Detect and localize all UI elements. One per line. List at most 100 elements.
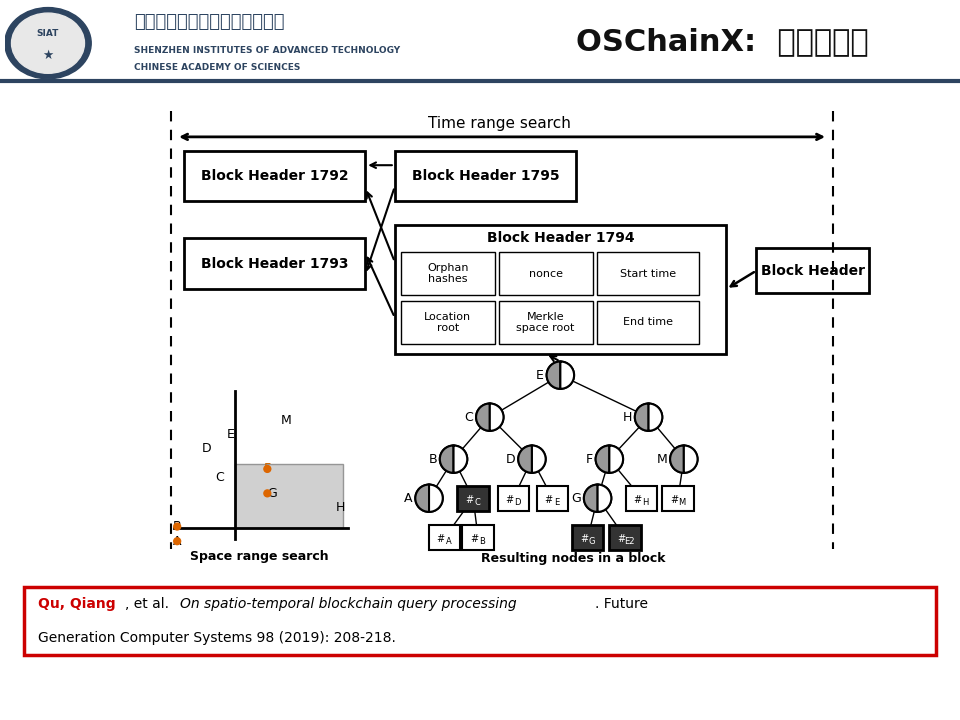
Wedge shape [416,485,429,512]
Text: Space range search: Space range search [190,550,329,563]
Text: SHENZHEN INSTITUTES OF ADVANCED TECHNOLOGY: SHENZHEN INSTITUTES OF ADVANCED TECHNOLO… [134,45,400,55]
Circle shape [174,538,180,544]
FancyBboxPatch shape [235,464,343,528]
Text: Block Header 1793: Block Header 1793 [201,257,348,271]
Text: B: B [479,536,485,546]
Text: On spatio-temporal blockchain query processing: On spatio-temporal blockchain query proc… [180,598,517,611]
FancyBboxPatch shape [497,485,529,511]
Circle shape [584,485,612,512]
FancyBboxPatch shape [572,525,604,550]
Text: Way To Innovation: Way To Innovation [702,683,931,703]
FancyBboxPatch shape [498,252,592,295]
Text: #: # [505,495,514,505]
Text: #: # [617,534,625,544]
Text: C: C [474,498,480,507]
Circle shape [174,523,180,530]
Wedge shape [597,485,612,512]
Circle shape [12,13,84,73]
Text: SIAT: SIAT [36,30,60,38]
Text: G: G [571,492,581,505]
Text: M: M [679,498,685,507]
FancyBboxPatch shape [184,238,366,289]
Wedge shape [440,446,453,473]
Text: H: H [336,502,346,515]
Text: Resulting nodes in a block: Resulting nodes in a block [481,552,665,565]
Text: 中国科学院深圳先进技术研究院: 中国科学院深圳先进技术研究院 [134,12,285,30]
Wedge shape [649,403,662,431]
FancyBboxPatch shape [463,525,493,550]
Text: A: A [404,492,413,505]
Text: Start time: Start time [619,269,676,279]
Text: G: G [588,536,595,546]
Text: E2: E2 [624,536,635,546]
Text: #: # [544,495,553,505]
Wedge shape [610,446,623,473]
Circle shape [264,466,271,472]
Text: Generation Computer Systems 98 (2019): 208-218.: Generation Computer Systems 98 (2019): 2… [37,631,396,644]
FancyBboxPatch shape [429,525,461,550]
Circle shape [264,490,271,497]
Text: Time range search: Time range search [428,116,571,131]
Wedge shape [546,361,561,389]
Wedge shape [670,446,684,473]
Text: B: B [173,520,181,533]
FancyBboxPatch shape [756,248,869,293]
Circle shape [546,361,574,389]
FancyBboxPatch shape [395,225,726,354]
Wedge shape [453,446,468,473]
FancyBboxPatch shape [610,525,640,550]
Text: D: D [506,453,516,466]
FancyBboxPatch shape [596,301,699,344]
Text: #: # [634,495,642,505]
Text: , et al.: , et al. [125,598,174,611]
Wedge shape [532,446,545,473]
Circle shape [595,446,623,473]
Circle shape [518,446,545,473]
FancyBboxPatch shape [395,150,576,202]
Wedge shape [584,485,597,512]
Text: . Future: . Future [595,598,648,611]
Wedge shape [518,446,532,473]
Text: C: C [215,471,224,485]
Wedge shape [595,446,610,473]
Text: Block Header 1795: Block Header 1795 [412,169,560,183]
Text: E: E [228,428,235,441]
FancyBboxPatch shape [458,485,489,511]
Text: F: F [264,462,271,475]
Text: D: D [514,498,520,507]
Text: G: G [268,487,277,500]
Text: M: M [280,413,291,427]
FancyBboxPatch shape [662,485,694,511]
Circle shape [635,403,662,431]
Text: #: # [470,534,478,544]
Circle shape [476,403,503,431]
Circle shape [440,446,468,473]
Text: C: C [465,410,473,423]
FancyBboxPatch shape [24,587,936,655]
Text: H: H [622,410,632,423]
Text: M: M [657,453,667,466]
Text: End time: End time [623,318,673,328]
FancyBboxPatch shape [498,301,592,344]
Text: #: # [437,534,444,544]
Text: Orphan
hashes: Orphan hashes [427,263,468,284]
Text: nonce: nonce [529,269,563,279]
Text: H: H [642,498,649,507]
Text: Location
root: Location root [424,312,471,333]
FancyBboxPatch shape [537,485,568,511]
Text: F: F [586,453,592,466]
Text: Merkle
space root: Merkle space root [516,312,575,333]
Text: #: # [670,495,678,505]
Text: Block Header: Block Header [760,264,865,278]
Text: A: A [173,535,181,548]
Wedge shape [490,403,504,431]
FancyBboxPatch shape [626,485,658,511]
FancyBboxPatch shape [184,150,366,202]
Text: #: # [466,495,473,505]
Circle shape [416,485,443,512]
Circle shape [5,7,91,79]
Text: D: D [202,442,211,455]
Wedge shape [635,403,649,431]
Text: CHINESE ACADEMY OF SCIENCES: CHINESE ACADEMY OF SCIENCES [134,63,300,72]
FancyBboxPatch shape [400,252,494,295]
